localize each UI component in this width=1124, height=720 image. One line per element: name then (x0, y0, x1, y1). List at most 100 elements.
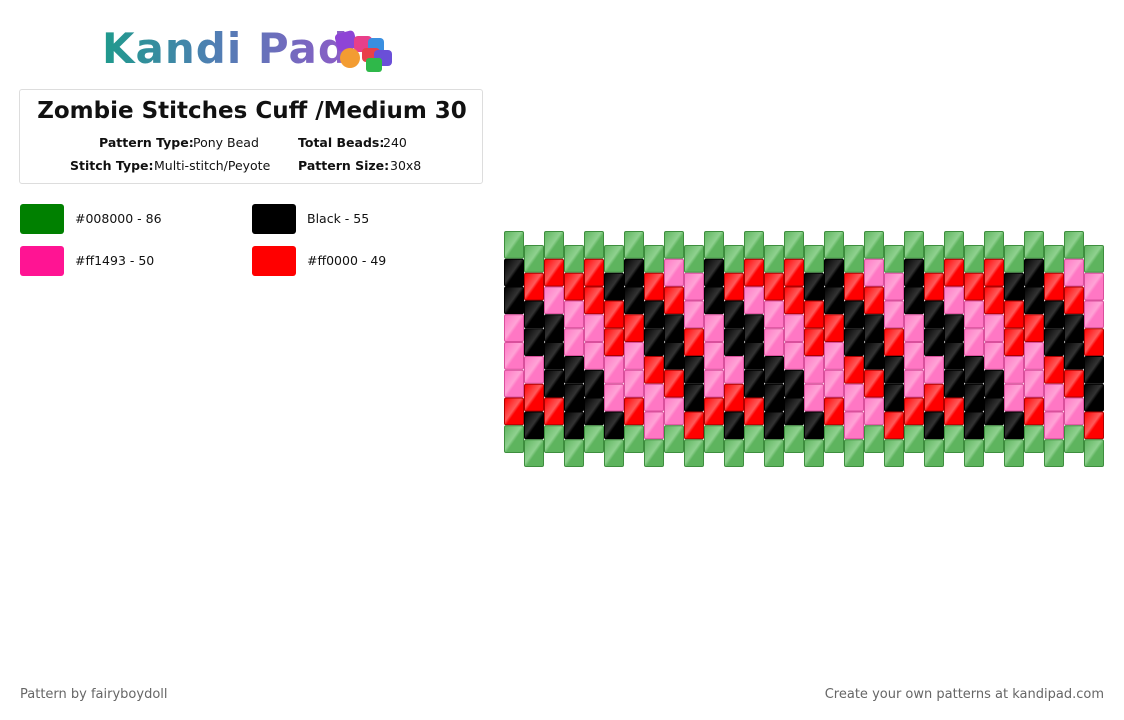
bead (864, 397, 884, 426)
bead (624, 342, 644, 370)
bead (1004, 356, 1024, 384)
bead (824, 369, 844, 398)
bead (904, 425, 924, 453)
bead (984, 397, 1004, 426)
bead (1084, 356, 1104, 384)
bead (604, 245, 624, 273)
bead (984, 342, 1004, 370)
bead (1084, 439, 1104, 467)
bead (884, 245, 904, 273)
bead (764, 300, 784, 329)
logo-beads (334, 30, 392, 72)
bead (924, 328, 944, 356)
bead (524, 272, 544, 301)
bead (724, 439, 744, 467)
bead (564, 272, 584, 301)
bead (1064, 342, 1084, 370)
bead (664, 369, 684, 398)
bead (1024, 369, 1044, 398)
bead (964, 439, 984, 467)
bead (784, 425, 804, 453)
bead (604, 356, 624, 384)
bead (1084, 411, 1104, 440)
bead (704, 397, 724, 426)
bead (724, 300, 744, 329)
bead (1004, 439, 1024, 467)
field-value: Pony Bead (193, 135, 259, 150)
bead (744, 258, 764, 287)
bead (564, 383, 584, 412)
bead (584, 258, 604, 287)
bead (564, 300, 584, 329)
bead (804, 411, 824, 440)
bead (604, 383, 624, 412)
bead (1024, 286, 1044, 315)
bead (764, 356, 784, 384)
bead (684, 411, 704, 440)
bead (544, 425, 564, 453)
bead (1024, 342, 1044, 370)
bead (824, 314, 844, 342)
bead (1044, 328, 1064, 356)
bead (824, 425, 844, 453)
bead (904, 369, 924, 398)
pattern-title: Zombie Stitches Cuff /Medium 30 (37, 98, 467, 124)
bead (1004, 411, 1024, 440)
bead (624, 314, 644, 342)
bead (584, 314, 604, 342)
bead (644, 356, 664, 384)
bead (744, 314, 764, 342)
bead (904, 258, 924, 287)
bead (704, 425, 724, 453)
color-label: #ff0000 - 49 (307, 253, 387, 268)
bead (524, 328, 544, 356)
bead (564, 245, 584, 273)
bead (604, 439, 624, 467)
bead (964, 356, 984, 384)
bead (704, 231, 724, 259)
bead (944, 397, 964, 426)
bead (644, 411, 664, 440)
bead (1044, 272, 1064, 301)
bead (944, 314, 964, 342)
bead (664, 425, 684, 453)
bead (864, 369, 884, 398)
color-swatch (20, 204, 64, 234)
bead (984, 258, 1004, 287)
field-value: 30x8 (390, 158, 422, 173)
bead (844, 439, 864, 467)
bead (664, 342, 684, 370)
bead (1084, 328, 1104, 356)
bead (824, 286, 844, 315)
footer-link[interactable]: Create your own patterns at kandipad.com (824, 687, 1104, 702)
bead (824, 397, 844, 426)
bead (1024, 231, 1044, 259)
bead (1064, 425, 1084, 453)
bead (584, 342, 604, 370)
pattern-info: Zombie Stitches Cuff /Medium 30 Pattern … (19, 89, 483, 184)
bead (644, 245, 664, 273)
bead (664, 286, 684, 315)
bead (944, 369, 964, 398)
bead (504, 425, 524, 453)
bead (624, 286, 644, 315)
bead (744, 397, 764, 426)
bead (1004, 300, 1024, 329)
color-label: Black - 55 (307, 211, 370, 226)
bead (564, 328, 584, 356)
bead (624, 369, 644, 398)
bead (984, 231, 1004, 259)
bead (1024, 397, 1044, 426)
bead (624, 397, 644, 426)
bead (884, 272, 904, 301)
bead (584, 286, 604, 315)
bead (524, 300, 544, 329)
bead (1044, 245, 1064, 273)
bead (524, 439, 544, 467)
bead (604, 411, 624, 440)
bead (804, 300, 824, 329)
bead (764, 411, 784, 440)
bead (544, 342, 564, 370)
logo[interactable]: Kandi Pad (102, 24, 349, 73)
